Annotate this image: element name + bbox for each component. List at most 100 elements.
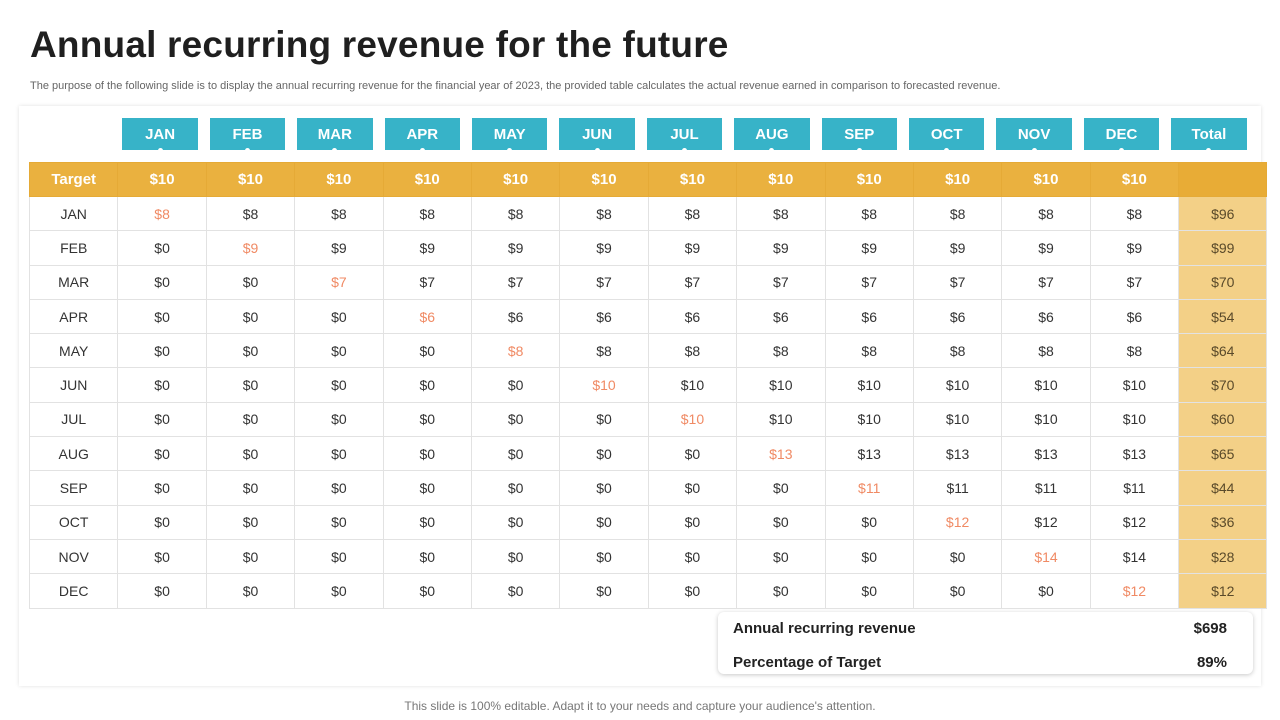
revenue-cell: $0: [912, 538, 1003, 575]
row-total-cell: $60: [1178, 401, 1268, 438]
row-label: SEP: [28, 470, 119, 506]
month-header-apr: APR: [384, 118, 460, 153]
month-header-label: JUL: [670, 125, 699, 143]
revenue-cell: $0: [382, 367, 472, 403]
table-row: DEC $0 $0 $0 $0 $0 $0 $0 $0 $0 $0 $0 $12 $12: [28, 573, 1268, 609]
revenue-cell: $6: [824, 298, 914, 335]
header-dot-icon: [1118, 148, 1124, 153]
revenue-cell: $12: [1089, 504, 1180, 540]
row-total-cell: $96: [1178, 195, 1268, 232]
revenue-cell: $8: [382, 195, 472, 232]
revenue-cell: $0: [117, 264, 207, 300]
target-row: Target $10 $10 $10 $10 $10 $10 $10 $10 $10 $10 $10 $…: [28, 162, 1268, 197]
revenue-cell: $0: [205, 436, 296, 472]
revenue-cell: $9: [1089, 230, 1180, 266]
row-total-cell: $28: [1178, 538, 1268, 575]
header-dot-icon: [1031, 148, 1037, 153]
row-label: APR: [28, 298, 119, 335]
revenue-cell: $10: [824, 401, 914, 438]
revenue-cell: $0: [205, 367, 296, 403]
revenue-cell: $0: [294, 333, 384, 369]
month-header-may: MAY: [472, 118, 548, 153]
revenue-cell: $0: [205, 401, 296, 438]
table-row: FEB $0 $9 $9 $9 $9 $9 $9 $9 $9 $9 $9 $9 $99: [28, 230, 1268, 266]
target-cell: $10: [382, 162, 472, 197]
first-month-revenue-cell: $10: [647, 401, 738, 438]
revenue-cell: $0: [382, 470, 472, 506]
pct-target-row: Percentage of Target 89%: [733, 648, 1227, 676]
table-row: JUL $0 $0 $0 $0 $0 $0 $10 $10 $10 $10 $10 $10 $60: [28, 401, 1268, 438]
month-header-sep: SEP: [821, 118, 897, 153]
target-cell: $10: [205, 162, 296, 197]
revenue-cell: $9: [1001, 230, 1091, 266]
revenue-cell: $0: [824, 538, 914, 575]
revenue-cell: $10: [1089, 401, 1180, 438]
row-total-cell: $65: [1178, 436, 1268, 472]
header-dot-icon: [244, 148, 250, 153]
revenue-cell: $0: [647, 470, 738, 506]
revenue-cell: $10: [912, 367, 1003, 403]
target-total-cell: [1178, 162, 1268, 197]
revenue-cell: $0: [382, 538, 472, 575]
month-header-label: MAR: [317, 125, 352, 143]
revenue-cell: $0: [294, 436, 384, 472]
revenue-cell: $0: [736, 538, 826, 575]
header-dot-icon: [419, 148, 425, 153]
revenue-cell: $8: [824, 333, 914, 369]
first-month-revenue-cell: $6: [382, 298, 472, 335]
revenue-cell: $7: [470, 264, 561, 300]
revenue-cell: $7: [647, 264, 738, 300]
revenue-cell: $0: [470, 573, 561, 609]
revenue-cell: $0: [559, 401, 649, 438]
month-header-label: AUG: [755, 125, 789, 143]
target-cell: $10: [559, 162, 649, 197]
revenue-cell: $13: [1089, 436, 1180, 472]
target-cell: $10: [912, 162, 1003, 197]
revenue-cell: $8: [736, 333, 826, 369]
revenue-cell: $9: [736, 230, 826, 266]
revenue-cell: $0: [470, 401, 561, 438]
revenue-cell: $0: [294, 573, 384, 609]
revenue-cell: $0: [470, 470, 561, 506]
revenue-table: Target $10 $10 $10 $10 $10 $10 $10 $10 $10 $10 $10 $…: [28, 162, 1268, 609]
revenue-cell: $0: [1001, 573, 1091, 609]
revenue-cell: $13: [824, 436, 914, 472]
row-total-cell: $36: [1178, 504, 1268, 540]
table-row: JAN $8 $8 $8 $8 $8 $8 $8 $8 $8 $8 $8 $8 $96: [28, 195, 1268, 232]
revenue-cell: $7: [382, 264, 472, 300]
target-cell: $10: [647, 162, 738, 197]
revenue-cell: $14: [1089, 538, 1180, 575]
revenue-cell: $0: [205, 264, 296, 300]
revenue-cell: $9: [559, 230, 649, 266]
revenue-cell: $8: [294, 195, 384, 232]
target-cell: $10: [117, 162, 207, 197]
row-label: OCT: [28, 504, 119, 540]
revenue-cell: $7: [1089, 264, 1180, 300]
target-cell: $10: [294, 162, 384, 197]
page-subtitle: The purpose of the following slide is to…: [30, 80, 1001, 92]
revenue-cell: $0: [912, 573, 1003, 609]
revenue-cell: $12: [1001, 504, 1091, 540]
revenue-cell: $0: [117, 504, 207, 540]
revenue-cell: $0: [559, 538, 649, 575]
footer-note: This slide is 100% editable. Adapt it to…: [404, 699, 876, 713]
revenue-cell: $8: [1001, 195, 1091, 232]
revenue-cell: $10: [736, 367, 826, 403]
revenue-cell: $7: [912, 264, 1003, 300]
row-label: FEB: [28, 230, 119, 266]
revenue-cell: $0: [559, 470, 649, 506]
revenue-cell: $0: [205, 298, 296, 335]
month-header-label: MAY: [493, 125, 526, 143]
revenue-cell: $0: [205, 573, 296, 609]
row-total-cell: $99: [1178, 230, 1268, 266]
header-dot-icon: [157, 148, 163, 153]
month-header-label: APR: [406, 125, 439, 143]
table-row: OCT $0 $0 $0 $0 $0 $0 $0 $0 $0 $12 $12 $12 $36: [28, 504, 1268, 540]
revenue-cell: $0: [117, 436, 207, 472]
revenue-cell: $0: [294, 367, 384, 403]
revenue-cell: $0: [205, 538, 296, 575]
summary-box: Annual recurring revenue $698 Percentage…: [718, 612, 1253, 674]
revenue-cell: $0: [117, 401, 207, 438]
revenue-cell: $0: [294, 298, 384, 335]
revenue-cell: $8: [647, 333, 738, 369]
